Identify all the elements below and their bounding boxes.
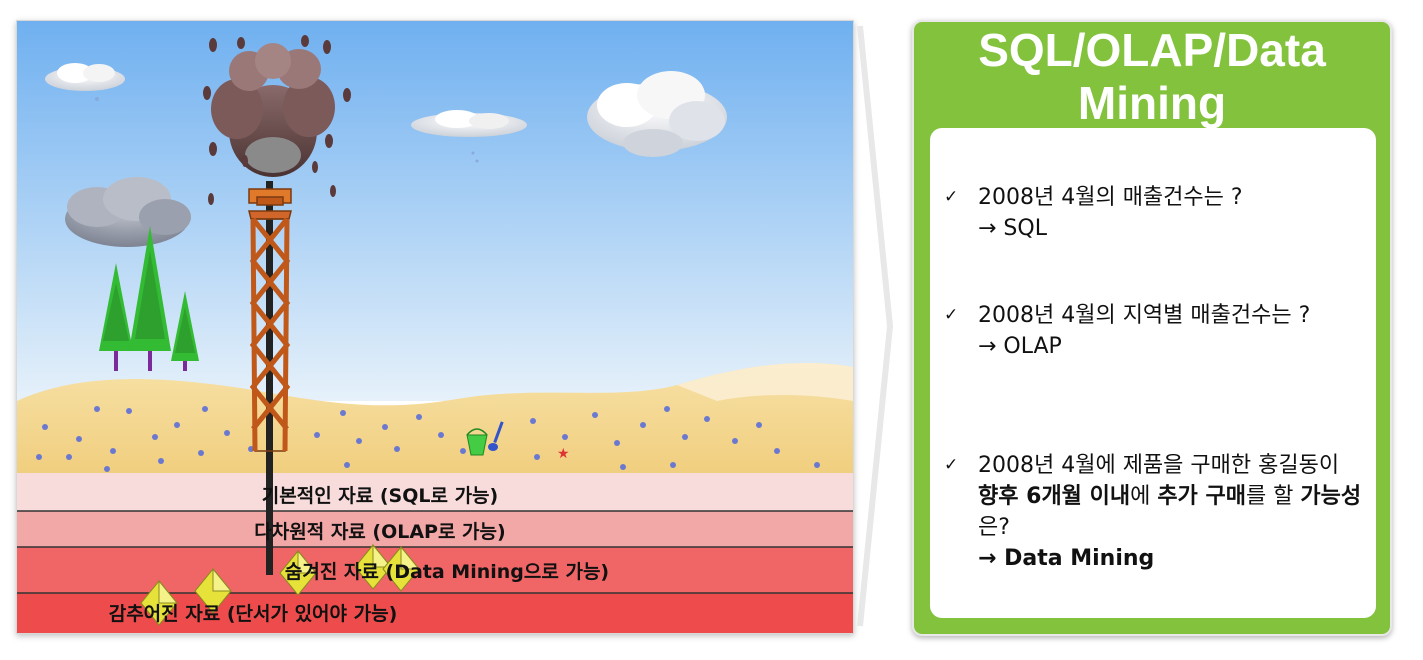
layer-label-hidden: 숨겨진 자료 (Data Mining으로 가능) [284,561,610,583]
layer-label-multidim: 다차원적 자료 (OLAP로 가능) [254,521,506,543]
sand-bucket: ★ [466,421,570,462]
cloud-center [411,110,527,163]
cloud-small-left [45,63,125,101]
question-part: 2008년 4월에 제품을 구매한 홍길동이 [978,453,1340,478]
question-part: 를 할 [1245,484,1301,509]
sand-dunes [17,363,853,481]
scene-illustration: ★ [17,21,853,633]
answer-text: → OLAP [978,334,1062,359]
svg-text:★: ★ [557,446,570,462]
question-emphasis: 가능성 [1300,484,1362,509]
layer-label-basic: 기본적인 자료 (SQL로 가능) [261,485,499,507]
question-emphasis: 추가 구매 [1157,484,1246,509]
sand-pebbles [36,406,820,472]
check-icon: ✓ [944,305,959,325]
question-item-olap: ✓ 2008년 4월의 지역별 매출건수는 ? → OLAP [944,300,1364,362]
question-emphasis: 향후 6개월 이내 [978,484,1131,509]
panel-card: ✓ 2008년 4월의 매출건수는 ? → SQL ✓ 2008년 4월의 지역… [930,128,1376,618]
layer-multidim-band [17,511,853,547]
question-part: 에 [1130,484,1158,509]
check-icon: ✓ [944,187,959,207]
oil-derrick [248,188,292,452]
drill-pipe [266,181,273,575]
layer-label-concealed: 감추어진 자료 (단서가 있어야 가능) [108,603,398,625]
answer-text: → Data Mining [978,546,1155,571]
oil-field-diagram: ★ [16,20,854,634]
question-text: 2008년 4월에 제품을 구매한 홍길동이 향후 6개월 이내에 추가 구매를… [978,450,1364,543]
panel-title: SQL/OLAP/Data Mining [978,24,1326,129]
chevron-divider [857,25,894,627]
question-part: 은? [978,515,1010,540]
answer-text: → SQL [978,216,1047,241]
question-text: 2008년 4월의 매출건수는 ? [978,185,1243,210]
layer-basic-band [17,473,853,511]
query-panel: SQL/OLAP/Data Mining ✓ 2008년 4월의 매출건수는 ?… [912,20,1392,636]
cloud-right [587,71,727,157]
question-text: 2008년 4월의 지역별 매출건수는 ? [978,303,1311,328]
gems [140,543,421,626]
oil-gusher [203,35,351,205]
question-item-data-mining: ✓ 2008년 4월에 제품을 구매한 홍길동이 향후 6개월 이내에 추가 구… [944,450,1364,574]
question-item-sql: ✓ 2008년 4월의 매출건수는 ? → SQL [944,182,1364,244]
check-icon: ✓ [944,455,959,475]
cloud-dark-left [65,177,191,247]
trees [99,226,199,371]
